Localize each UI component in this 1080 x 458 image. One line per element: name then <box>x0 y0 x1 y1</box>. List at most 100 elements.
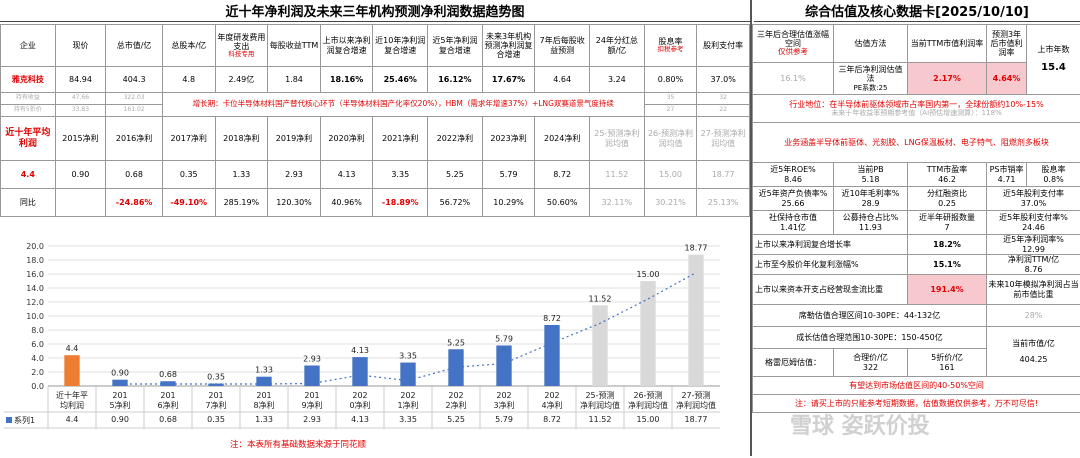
bar <box>160 381 175 386</box>
h-five-yr: 近5年净利润复合增速 <box>428 25 483 67</box>
bar-value-label: 18.77 <box>685 244 708 253</box>
table-value: 8.72 <box>543 415 561 424</box>
table-value: 15.00 <box>637 415 660 424</box>
y-tick-label: 6.0 <box>31 340 44 349</box>
y-tick-label: 14.0 <box>26 284 44 293</box>
bar-value-label: 4.13 <box>351 346 369 355</box>
yoy-row: 同比 -24.86% -49.10% 285.19% 120.30% 40.96… <box>1 189 750 217</box>
y-tick-label: 16.0 <box>26 270 44 279</box>
rc-industry: 行业地位：在半导体前驱体领域市占率国内第一，全球份额约10%-15% <box>755 100 1078 109</box>
year-header: 2016净利 <box>106 117 163 161</box>
h-div24: 24年分红总额/亿 <box>590 25 645 67</box>
k1-value: 18.2% <box>908 235 987 255</box>
table-value: 4.4 <box>66 415 79 424</box>
yoy-cell: 120.30% <box>268 189 321 217</box>
m1-val: 8.46 <box>754 175 832 184</box>
m3-val: 24.46 <box>988 223 1079 232</box>
industry-row: 行业地位：在半导体前驱体领域市占率国内第一，全球份额约10%-15% 未来十年收… <box>753 95 1080 123</box>
profit-cell: 0.35 <box>162 161 215 189</box>
years-header-row: 近十年平均利润 2015净利 2016净利 2017净利 2018净利 2019… <box>1 117 750 161</box>
m1-cell: 近5年ROE%8.46 <box>753 163 834 187</box>
bar-value-label: 1.33 <box>255 366 273 375</box>
year-header: 26-预测净利润均值 <box>644 117 697 161</box>
bar-value-label: 0.35 <box>207 373 225 382</box>
metrics-table: 企业 现价 总市值/亿 总股本/亿 年度研发费用支出科技专用 每股收益TTM 上… <box>0 24 750 217</box>
year-header: 25-预测净利润均值 <box>590 117 645 161</box>
m3-label: 社保持仓市值 <box>754 213 832 222</box>
payout-value: 37.0% <box>697 67 750 93</box>
m3-label: 近半年研报数量 <box>909 213 985 222</box>
m1-label: TTM市盈率 <box>909 165 985 174</box>
category-label: 25-预测 <box>585 390 614 400</box>
rc-pe-coef: PE系数:25 <box>835 84 906 92</box>
profit-cell: 18.77 <box>697 161 750 189</box>
bar-value-label: 5.79 <box>495 334 513 343</box>
faded-cell: 35 <box>644 93 697 105</box>
graham-label: 格雷厄姆估值： <box>753 349 834 377</box>
m2-val: 25.66 <box>754 199 832 208</box>
rc-faded-note: 未来十年收益率预期参考值（AI预估增速测算）：118% <box>755 109 1078 117</box>
m1-val: 4.71 <box>988 175 1025 184</box>
yield-value: 0.80% <box>644 67 697 93</box>
bottom-red-row: 有望达到市场估值区间的40-50%空间 <box>753 377 1080 395</box>
k3-rval: 28% <box>987 305 1080 327</box>
table-value: 0.35 <box>207 415 225 424</box>
k2-label: 上市至今股价年化复利涨幅% <box>753 255 908 275</box>
profit-cell: 0.68 <box>106 161 163 189</box>
yoy-cell: -18.89% <box>373 189 428 217</box>
header-row: 企业 现价 总市值/亿 总股本/亿 年度研发费用支出科技专用 每股收益TTM 上… <box>1 25 750 67</box>
category-label: 9净利 <box>301 400 322 410</box>
year-header: 2018净利 <box>215 117 268 161</box>
k1-right: 近5年净利润率%12.99 <box>987 235 1080 255</box>
category-label: 净利润均值 <box>676 400 716 410</box>
profit-cell: 11.52 <box>590 161 645 189</box>
m2-label: 近5年资产负债率% <box>754 189 832 198</box>
table-value: 2.93 <box>303 415 321 424</box>
category-label: 201 <box>304 391 319 400</box>
category-label: 0净利 <box>349 400 370 410</box>
m1-label: 近5年ROE% <box>754 165 832 174</box>
category-label: 净利润均值 <box>580 400 620 410</box>
m2-label: 近5年股利支付率 <box>988 189 1079 198</box>
m1-val: 0.8% <box>1028 175 1079 184</box>
category-label: 4净利 <box>541 400 562 410</box>
k4-label: 席勒估值合理区间10-30PE：44-132亿 <box>753 305 987 327</box>
k3-right: 未来10年模拟净利润占当前市值比重 <box>987 275 1080 305</box>
mcap-label: 当前市值/亿 <box>988 339 1079 348</box>
year-header: 2017净利 <box>162 117 215 161</box>
yoy-cell: 10.29% <box>482 189 535 217</box>
mcap-value: 404.3 <box>106 67 163 93</box>
watermark: 雪球 姿跃价投 <box>790 408 930 440</box>
company-name: 雅克科技 <box>1 67 56 93</box>
yoy-cell: 56.72% <box>428 189 483 217</box>
faded-cell: 47.66 <box>55 93 106 105</box>
faded-cell: 161.02 <box>106 105 163 117</box>
category-label: 1净利 <box>397 400 418 410</box>
y-tick-label: 8.0 <box>31 326 44 335</box>
k1-label: 上市以来净利润复合增长率 <box>753 235 908 255</box>
graham-half-label: 5折价/亿 <box>909 353 985 362</box>
m3-val: 1.41亿 <box>754 223 832 232</box>
year-header: 27-预测净利润均值 <box>697 117 750 161</box>
profit-cell: 8.72 <box>535 161 590 189</box>
category-label: 近十年平 <box>56 390 88 400</box>
rc-business: 业务涵盖半导体前驱体、光刻胶、LNG保温板材、电子特气、阻燃剂多板块 <box>753 123 1080 163</box>
faded-cell: 33.83 <box>55 105 106 117</box>
bar <box>592 305 607 386</box>
right-title: 综合估值及核心数据卡[2025/10/10] <box>754 0 1080 22</box>
m2-label: 分红融资比 <box>909 189 985 198</box>
year-header: 2021净利 <box>373 117 428 161</box>
bar-value-label: 0.68 <box>159 370 177 379</box>
yoy-cell: -49.10% <box>162 189 215 217</box>
m3-val: 11.93 <box>835 223 906 232</box>
yoy-empty <box>55 189 106 217</box>
